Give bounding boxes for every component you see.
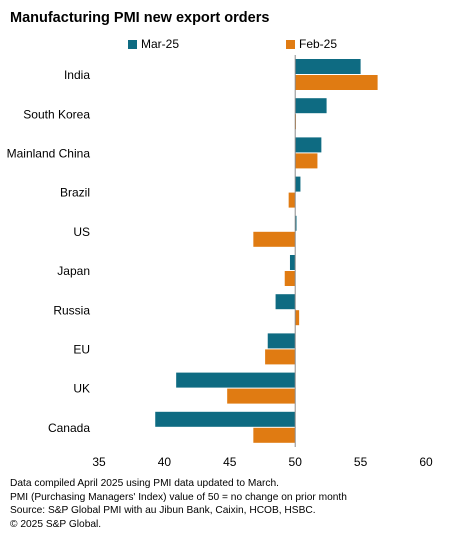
bar-eu-feb-25 [265,349,296,365]
category-label-brazil: Brazil [60,186,90,200]
category-label-mainland-china: Mainland China [7,147,91,161]
bar-uk-feb-25 [227,388,296,404]
legend-label-feb-25: Feb-25 [299,37,338,51]
x-tick-label-60: 60 [419,455,433,469]
bar-eu-mar-25 [267,333,296,349]
legend-label-mar-25: Mar-25 [141,37,180,51]
category-label-russia: Russia [53,303,90,317]
legend-swatch-mar-25 [128,39,137,49]
x-tick-label-55: 55 [354,455,368,469]
bar-russia-mar-25 [275,294,296,310]
bar-india-mar-25 [295,59,361,74]
legend-swatch-feb-25 [286,39,295,49]
bar-us-mar-25 [295,215,297,231]
category-label-japan: Japan [57,264,90,278]
chart-title: Manufacturing PMI new export orders [10,10,270,26]
category-label-india: India [64,68,90,82]
note-source: Source: S&P Global PMI with au Jibun Ban… [10,505,316,516]
bar-japan-mar-25 [289,255,296,270]
x-tick-label-45: 45 [223,455,237,469]
x-tick-label-40: 40 [158,455,172,469]
legend-item-mar-25: Mar-25 [128,37,179,51]
bar-brazil-mar-25 [295,176,301,192]
bar-japan-feb-25 [284,271,296,286]
x-tick-label-35: 35 [92,455,106,469]
note-pmi-definition: PMI (Purchasing Managers' Index) value o… [10,491,347,503]
category-label-south-korea: South Korea [23,107,90,121]
bar-mainland-china-mar-25 [295,137,322,153]
category-label-us: US [73,225,90,239]
bar-canada-mar-25 [155,411,296,427]
legend-item-feb-25: Feb-25 [286,37,337,51]
x-tick-label-50: 50 [289,455,303,469]
bar-canada-feb-25 [253,427,296,443]
category-label-canada: Canada [48,421,90,435]
category-label-eu: EU [73,343,90,357]
bar-mainland-china-feb-25 [295,153,318,169]
bar-uk-mar-25 [176,372,296,388]
category-label-uk: UK [73,382,90,396]
bar-brazil-feb-25 [288,192,296,208]
bar-india-feb-25 [295,75,378,90]
note-copyright: © 2025 S&P Global. [10,518,102,530]
footnotes: Data compiled April 2025 using PMI data … [10,477,347,531]
bar-south-korea-mar-25 [295,98,327,114]
bar-us-feb-25 [253,231,296,247]
note-data-compiled: Data compiled April 2025 using PMI data … [10,478,279,489]
bar-russia-feb-25 [295,310,300,326]
